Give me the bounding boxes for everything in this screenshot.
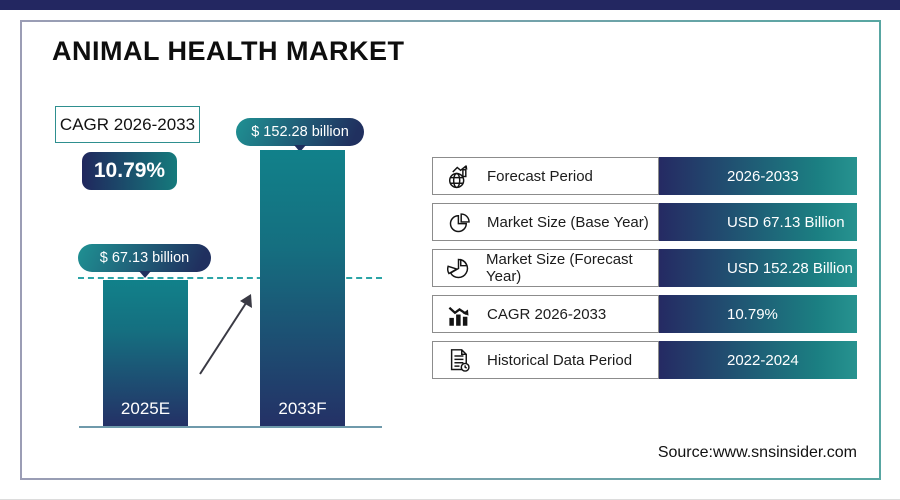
value-callout-2033-text: $ 152.28 billion [251,124,349,140]
top-accent-bar [0,0,900,10]
callout-pointer [138,271,151,278]
content-panel: ANIMAL HEALTH MARKET CAGR 2026-2033 10.7… [20,20,881,480]
table-row: CAGR 2026-2033 10.79% [432,295,857,333]
cagr-period-box: CAGR 2026-2033 [55,106,200,143]
bar-category-label: 2033F [278,399,327,418]
table-row-value: USD 152.28 Billion [659,249,857,287]
table-row-value: 10.79% [659,295,857,333]
table-row: Forecast Period 2026-2033 [432,157,857,195]
bar-category-label: 2025E [120,399,171,418]
globe-growth-icon [445,162,473,190]
table-row-value: 2022-2024 [659,341,857,379]
source-text: Source:www.snsinsider.com [657,444,857,461]
table-row-value: USD 67.13 Billion [659,203,857,241]
bar-2033: 2033F [260,150,345,426]
pie-chart-exploded-icon [445,254,472,282]
reference-dashed-line [78,277,382,279]
table-row-label: Market Size (Forecast Year) [486,251,633,285]
value-callout-2025-text: $ 67.13 billion [99,250,190,266]
value-callout-2025: $ 67.13 billion [78,244,211,278]
bar-2025: 2025E [103,280,188,426]
growth-trend-arrow-icon [199,294,252,375]
table-label-cell: Market Size (Base Year) [432,203,659,241]
table-row-label: CAGR 2026-2033 [487,305,607,323]
table-row: Market Size (Forecast Year) USD 152.28 B… [432,249,857,287]
table-row-label: Market Size (Base Year) [487,213,649,231]
table-label-cell: CAGR 2026-2033 [432,295,659,333]
table-row: Historical Data Period 2022-2024 [432,341,857,379]
table-row-label: Historical Data Period [487,351,633,369]
bar-chart-decline-icon [445,300,473,328]
cagr-value-badge: 10.79% [82,152,177,190]
value-callout-2033: $ 152.28 billion [236,118,364,152]
table-row-label: Forecast Period [487,167,593,185]
summary-table: Forecast Period 2026-2033 Market Size (B… [432,157,857,387]
table-label-cell: Forecast Period [432,157,659,195]
chart-baseline [79,426,382,428]
table-label-cell: Historical Data Period [432,341,659,379]
pie-chart-icon [445,208,473,236]
table-label-cell: Market Size (Forecast Year) [432,249,659,287]
cagr-period-label: CAGR 2026-2033 [59,114,196,134]
callout-pointer [294,145,306,152]
document-clock-icon [445,346,473,374]
page-title: ANIMAL HEALTH MARKET [52,36,405,66]
table-row: Market Size (Base Year) USD 67.13 Billio… [432,203,857,241]
table-row-value: 2026-2033 [659,157,857,195]
